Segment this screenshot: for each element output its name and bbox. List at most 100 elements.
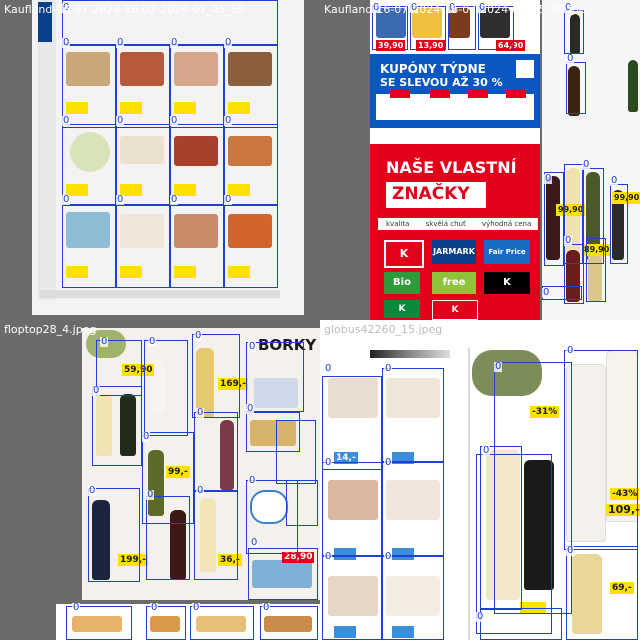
detection-box[interactable] [566, 62, 586, 114]
detection-box[interactable] [170, 204, 224, 288]
detection-box[interactable] [610, 184, 628, 264]
detection-box[interactable] [142, 432, 194, 524]
box-class-label: 0 [148, 336, 157, 347]
detection-box[interactable] [494, 362, 572, 614]
detection-box[interactable] [382, 368, 444, 462]
detection-box[interactable] [62, 204, 116, 288]
detection-box[interactable] [116, 44, 170, 128]
detection-box[interactable] [322, 462, 382, 556]
detection-box[interactable] [170, 124, 224, 206]
brand-logo: JARMARK [432, 240, 476, 264]
detection-box[interactable] [544, 172, 564, 266]
detection-box[interactable] [248, 548, 318, 600]
detection-box[interactable] [224, 44, 278, 128]
detection-box[interactable] [224, 124, 278, 206]
price-tag [66, 184, 88, 196]
detection-box[interactable] [322, 556, 382, 640]
box-class-label: 0 [224, 194, 233, 205]
wine-bottle [612, 190, 624, 260]
detection-box[interactable] [194, 490, 238, 580]
product-image [376, 8, 406, 38]
brand-logo: K [432, 300, 478, 320]
detection-box[interactable] [116, 124, 170, 206]
box-class-label: 0 [72, 602, 81, 613]
detection-box[interactable] [382, 556, 444, 640]
detection-box[interactable] [372, 6, 408, 50]
detection-box[interactable] [480, 608, 562, 640]
grape-decor [472, 350, 542, 396]
price-tag [120, 184, 142, 196]
wine-bottle [570, 14, 580, 54]
box-class-label: 0 [476, 611, 485, 622]
detection-box[interactable] [382, 462, 444, 556]
product-image [196, 616, 246, 632]
product-image [328, 576, 378, 616]
wine-bottle [120, 394, 136, 456]
detection-box[interactable] [92, 386, 142, 466]
box-class-label: 0 [224, 37, 233, 48]
detection-box[interactable] [246, 480, 298, 554]
product-image [72, 616, 122, 632]
detection-box[interactable] [582, 168, 604, 264]
detection-box[interactable] [96, 340, 142, 396]
box-class-label: 0 [246, 403, 255, 414]
price-tag: 99,- [166, 466, 190, 478]
detection-box[interactable] [116, 204, 170, 288]
box-class-label: 0 [566, 53, 575, 64]
product-image [386, 576, 440, 616]
detection-box[interactable] [170, 44, 224, 128]
wine-bottle [566, 364, 606, 542]
detection-box[interactable] [564, 244, 584, 304]
cheese-package [250, 420, 296, 446]
price-tag [174, 184, 196, 196]
detection-box[interactable] [478, 6, 514, 50]
price-tag [228, 102, 250, 114]
box-class-label: 0 [582, 159, 591, 170]
detection-box[interactable] [192, 334, 240, 418]
brand-logo: K [384, 300, 420, 318]
box-class-label: 0 [324, 363, 333, 374]
box-class-label: 0 [542, 287, 551, 298]
detection-box[interactable] [566, 546, 638, 640]
detection-box[interactable] [88, 488, 140, 582]
detection-box[interactable] [448, 6, 476, 50]
price-tag: 36,- [218, 554, 242, 566]
detection-box[interactable] [146, 496, 190, 580]
detection-box[interactable] [564, 350, 638, 550]
detection-box[interactable] [410, 6, 446, 50]
product-image [66, 52, 110, 86]
detection-box[interactable] [286, 480, 318, 526]
detection-box[interactable] [476, 454, 552, 634]
detection-box[interactable] [62, 44, 116, 128]
detection-box[interactable] [480, 446, 522, 610]
detection-box[interactable] [246, 412, 300, 452]
box-class-label: 0 [116, 194, 125, 205]
product-image [174, 136, 218, 166]
box-class-label: 0 [250, 537, 259, 548]
price-tag: 69,- [610, 582, 634, 594]
box-class-label: 0 [372, 2, 381, 13]
detection-box[interactable] [276, 420, 316, 484]
wine-bottle [96, 394, 112, 456]
box-class-label: 0 [92, 385, 101, 396]
detection-box[interactable] [144, 340, 188, 436]
wine-bottle [486, 450, 520, 600]
detection-box[interactable] [322, 376, 382, 470]
detection-box[interactable] [224, 204, 278, 288]
product-image [228, 136, 272, 166]
price-tag [66, 102, 88, 114]
box-class-label: 0 [248, 475, 257, 486]
detection-box[interactable] [586, 238, 606, 302]
detection-box[interactable] [246, 342, 304, 412]
coupon-percent [430, 90, 450, 98]
price-tag: 99,90 [612, 192, 640, 204]
product-image [328, 378, 378, 418]
cheese-package [250, 490, 288, 524]
detection-box[interactable] [194, 412, 238, 492]
detection-box[interactable] [62, 124, 116, 206]
box-class-label: 0 [62, 2, 71, 13]
price-tag [334, 548, 356, 560]
detection-box[interactable] [564, 164, 584, 264]
price-tag [174, 102, 196, 114]
detection-box[interactable] [564, 10, 584, 54]
